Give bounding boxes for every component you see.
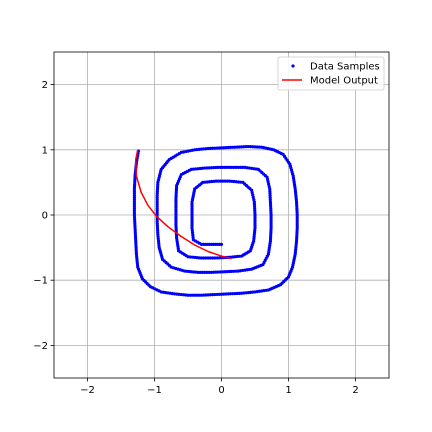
data-sample-point (227, 179, 232, 183)
x-tick-label: −2 (80, 385, 95, 396)
x-tick-label: 1 (285, 385, 291, 396)
data-sample-point (186, 293, 190, 297)
data-sample-point (225, 179, 229, 183)
data-sample-point (238, 165, 243, 170)
x-tick-label: 2 (352, 385, 358, 396)
data-sample-point (206, 256, 210, 260)
axis-ticks: −2 −1 0 1 2 −2 −1 0 1 2 (33, 80, 358, 396)
legend-marker-data-samples (291, 64, 295, 68)
data-sample-point (210, 256, 215, 260)
data-sample-point (190, 228, 194, 232)
y-tick-label: −2 (33, 341, 48, 352)
data-sample-point (191, 233, 195, 237)
data-sample-point (221, 165, 225, 170)
x-tick-label: −1 (147, 385, 162, 396)
chart-marks (132, 144, 299, 297)
data-sample-point (203, 270, 207, 274)
data-sample-point (232, 165, 236, 170)
y-tick-label: 2 (42, 80, 48, 91)
data-sample-point (204, 256, 208, 260)
data-sample-point (195, 293, 199, 297)
data-sample-point (243, 165, 247, 170)
data-sample-point (223, 165, 227, 170)
data-sample-point (198, 270, 202, 274)
data-sample-point (207, 270, 211, 274)
data-sample-point (241, 165, 245, 170)
data-sample-point (218, 165, 222, 170)
data-sample-point (199, 256, 203, 260)
data-sample-point (223, 179, 227, 183)
data-sample-point (190, 231, 195, 235)
y-tick-label: −1 (33, 276, 48, 287)
series-data-samples (132, 144, 299, 297)
data-sample-point (202, 256, 206, 260)
data-sample-point (208, 256, 212, 260)
data-sample-point (193, 293, 197, 297)
data-sample-point (216, 179, 220, 183)
legend-label-data-samples: Data Samples (310, 62, 380, 73)
model-output-line (134, 149, 232, 260)
data-sample-point (191, 235, 195, 240)
data-sample-point (236, 165, 240, 170)
data-sample-point (225, 165, 229, 170)
legend-box (277, 56, 385, 91)
data-sample-point (190, 293, 195, 297)
data-sample-point (219, 242, 224, 246)
x-tick-label: 0 (218, 385, 224, 396)
data-sample-point (190, 226, 194, 230)
data-sample-point (197, 293, 201, 297)
data-sample-point (200, 270, 205, 274)
data-sample-point (229, 165, 234, 170)
plot-frame (53, 51, 390, 379)
data-sample-point (188, 293, 192, 297)
legend-label-model-output: Model Output (310, 76, 378, 87)
data-sample-point (196, 270, 200, 274)
y-tick-label: 0 (42, 211, 48, 222)
data-sample-point (219, 179, 223, 183)
y-tick-label: 1 (42, 145, 48, 156)
data-sample-point (234, 165, 238, 170)
legend: Data Samples Model Output (277, 56, 385, 91)
data-sample-point (205, 270, 209, 274)
data-sample-point (221, 179, 225, 183)
data-sample-point (227, 165, 231, 170)
grid-lines (54, 52, 389, 378)
